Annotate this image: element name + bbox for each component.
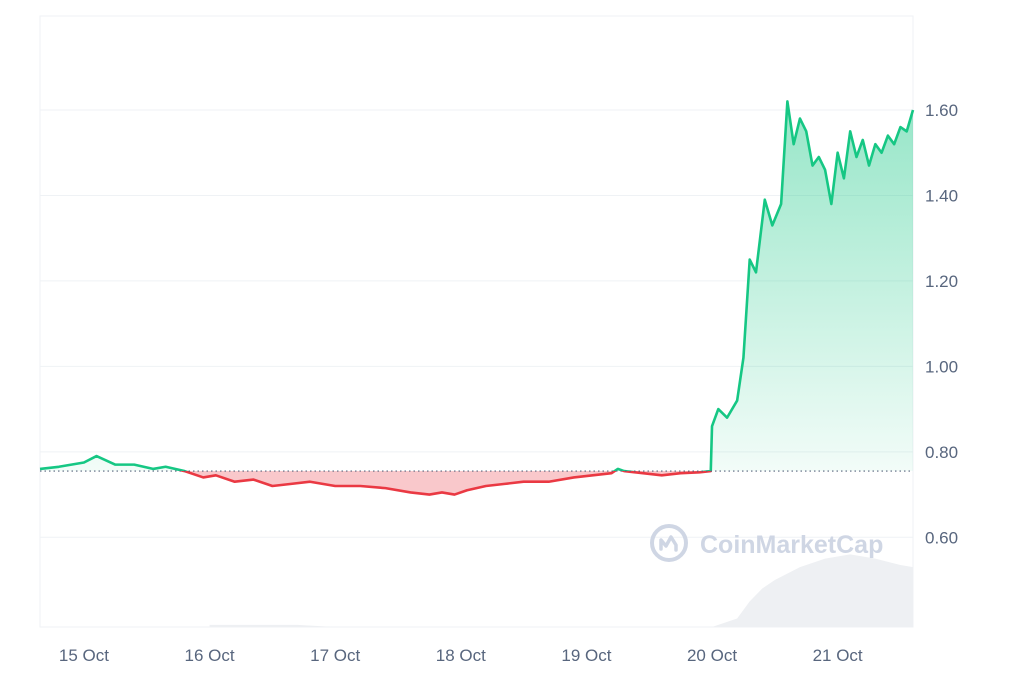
price-fill-up [40, 101, 913, 472]
y-tick-label: 1.60 [925, 101, 958, 120]
y-tick-label: 0.80 [925, 443, 958, 462]
x-tick-label: 19 Oct [561, 646, 611, 665]
price-fill-down [184, 471, 711, 495]
x-tick-label: 21 Oct [813, 646, 863, 665]
x-tick-label: 20 Oct [687, 646, 737, 665]
price-line-up [39, 100, 915, 472]
y-tick-label: 1.40 [925, 186, 958, 205]
x-tick-label: 16 Oct [185, 646, 235, 665]
volume-shape [209, 554, 913, 627]
price-fill [40, 101, 913, 495]
x-tick-label: 15 Oct [59, 646, 109, 665]
x-tick-label: 18 Oct [436, 646, 486, 665]
y-tick-label: 0.60 [925, 528, 958, 547]
x-axis: 15 Oct 16 Oct 17 Oct 18 Oct 19 Oct 20 Oct 21 O… [59, 646, 863, 665]
y-tick-label: 1.00 [925, 357, 958, 376]
coinmarketcap-logo-icon [650, 524, 688, 562]
volume-area [209, 554, 913, 627]
y-tick-label: 1.20 [925, 272, 958, 291]
watermark: CoinMarketCap [650, 524, 883, 562]
watermark-text: CoinMarketCap [700, 531, 883, 559]
x-tick-label: 17 Oct [310, 646, 360, 665]
price-line-down [178, 471, 713, 496]
price-line [39, 100, 915, 496]
y-axis: 0.60 0.80 1.00 1.20 1.40 1.60 [925, 101, 958, 547]
